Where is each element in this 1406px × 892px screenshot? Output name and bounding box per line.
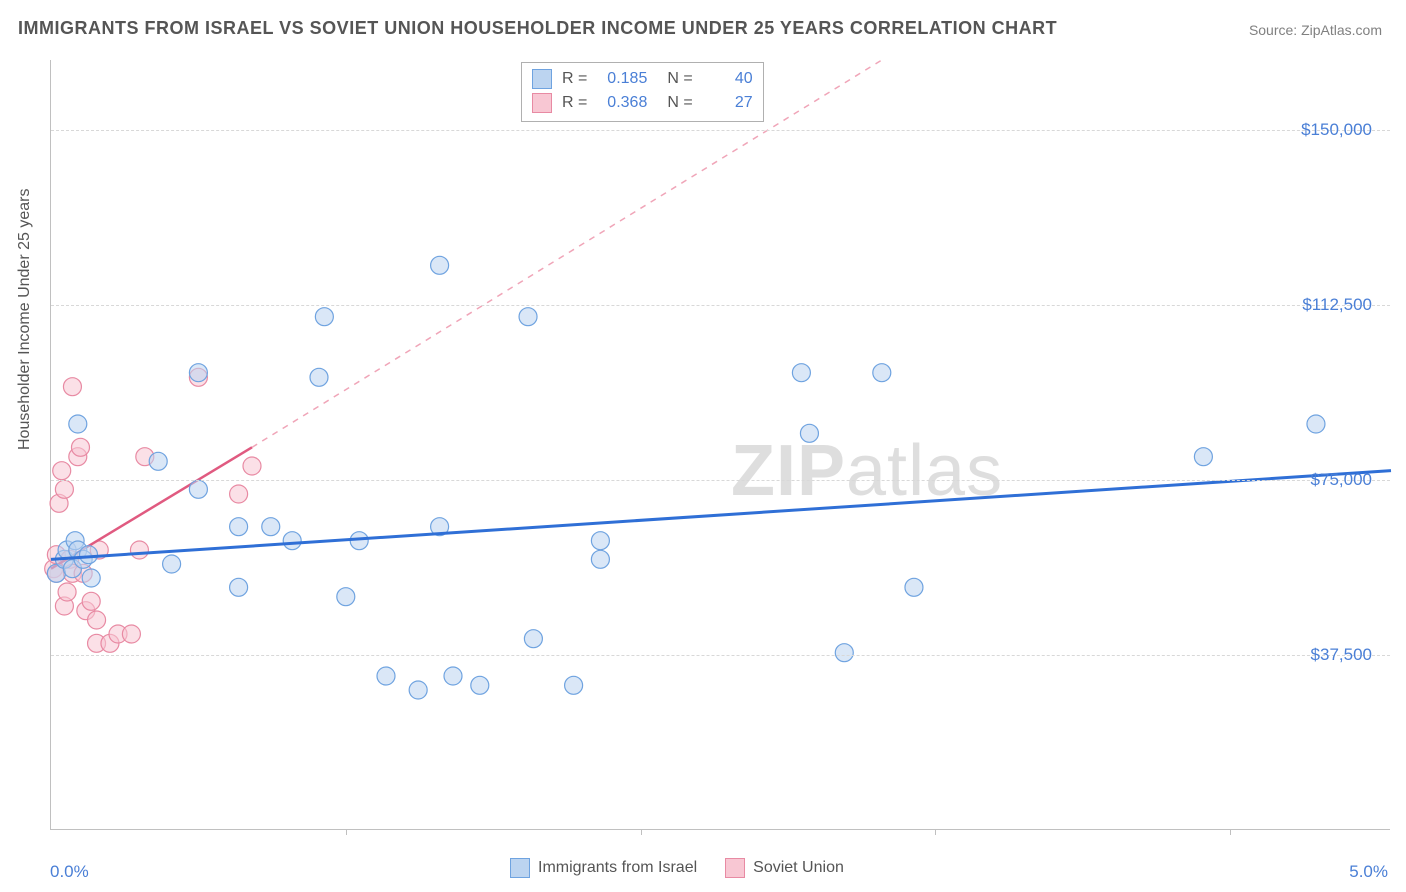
data-point (230, 578, 248, 596)
data-point (243, 457, 261, 475)
data-point (88, 611, 106, 629)
data-point (873, 364, 891, 382)
gridline (51, 480, 1390, 481)
data-point (80, 546, 98, 564)
legend-swatch (510, 858, 530, 878)
data-point (431, 256, 449, 274)
chart-svg (51, 60, 1390, 829)
data-point (82, 569, 100, 587)
data-point (591, 532, 609, 550)
data-point (905, 578, 923, 596)
data-point (444, 667, 462, 685)
data-point (1307, 415, 1325, 433)
data-point (55, 480, 73, 498)
plot-area: ZIPatlas R = 0.185 N = 40 R = 0.368 N = 27 $37,… (50, 60, 1390, 830)
data-point (283, 532, 301, 550)
data-point (122, 625, 140, 643)
stat-r-value: 0.185 (597, 70, 647, 88)
stat-n-value: 27 (703, 94, 753, 112)
chart-title: IMMIGRANTS FROM ISRAEL VS SOVIET UNION H… (18, 18, 1057, 39)
data-point (130, 541, 148, 559)
data-point (58, 583, 76, 601)
y-axis-label: Householder Income Under 25 years (16, 189, 34, 450)
trend-line (51, 471, 1391, 560)
data-point (230, 518, 248, 536)
data-point (835, 644, 853, 662)
x-tick-mark (641, 829, 642, 835)
data-point (189, 480, 207, 498)
y-tick-label: $37,500 (1311, 645, 1372, 665)
data-point (377, 667, 395, 685)
data-point (310, 368, 328, 386)
data-point (409, 681, 427, 699)
legend-label: Immigrants from Israel (538, 859, 697, 877)
data-point (1194, 448, 1212, 466)
series-swatch (532, 93, 552, 113)
source-text: Source: ZipAtlas.com (1249, 22, 1382, 38)
correlation-stats-box: R = 0.185 N = 40 R = 0.368 N = 27 (521, 62, 764, 122)
data-point (230, 485, 248, 503)
data-point (524, 630, 542, 648)
data-point (471, 676, 489, 694)
data-point (262, 518, 280, 536)
data-point (591, 550, 609, 568)
data-point (519, 308, 537, 326)
y-tick-label: $75,000 (1311, 470, 1372, 490)
stat-n-value: 40 (703, 70, 753, 88)
legend: Immigrants from Israel Soviet Union (510, 858, 844, 878)
data-point (315, 308, 333, 326)
y-tick-label: $112,500 (1302, 295, 1372, 315)
data-point (189, 364, 207, 382)
y-tick-label: $150,000 (1301, 120, 1372, 140)
stats-row: R = 0.185 N = 40 (532, 67, 753, 91)
x-tick-mark (1230, 829, 1231, 835)
data-point (71, 438, 89, 456)
x-tick-max: 5.0% (1349, 862, 1388, 882)
legend-item: Immigrants from Israel (510, 858, 697, 878)
stat-r-value: 0.368 (597, 94, 647, 112)
stat-n-label: N = (667, 94, 692, 112)
x-tick-mark (346, 829, 347, 835)
stat-n-label: N = (667, 70, 692, 88)
series-swatch (532, 69, 552, 89)
stat-r-label: R = (562, 70, 587, 88)
legend-item: Soviet Union (725, 858, 844, 878)
gridline (51, 305, 1390, 306)
data-point (82, 592, 100, 610)
x-tick-min: 0.0% (50, 862, 89, 882)
legend-label: Soviet Union (753, 859, 844, 877)
gridline (51, 130, 1390, 131)
data-point (63, 378, 81, 396)
data-point (565, 676, 583, 694)
x-tick-mark (935, 829, 936, 835)
stat-r-label: R = (562, 94, 587, 112)
data-point (792, 364, 810, 382)
gridline (51, 655, 1390, 656)
data-point (163, 555, 181, 573)
legend-swatch (725, 858, 745, 878)
data-point (149, 452, 167, 470)
data-point (337, 588, 355, 606)
data-point (69, 415, 87, 433)
watermark: ZIPatlas (731, 430, 1003, 512)
data-point (53, 462, 71, 480)
stats-row: R = 0.368 N = 27 (532, 91, 753, 115)
